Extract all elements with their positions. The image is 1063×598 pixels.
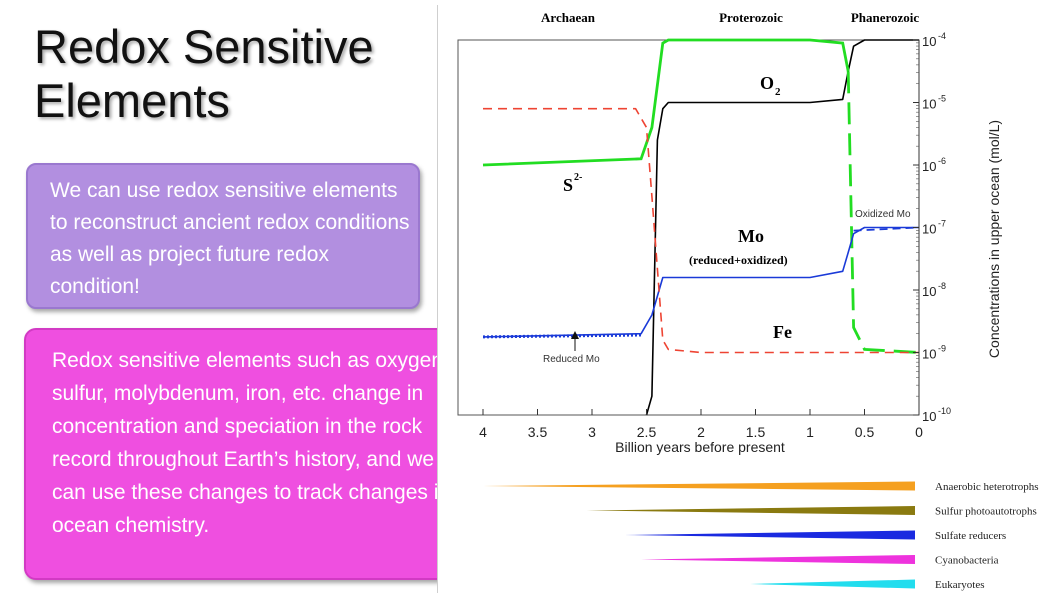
mo-curve (482, 226, 919, 338)
reduced-mo-arrow-head (571, 331, 579, 339)
organism-label: Sulfate reducers (935, 530, 1006, 542)
fe-curve (483, 107, 919, 354)
fe-label: Fe (773, 322, 792, 342)
y-tick-label: 10 (922, 284, 936, 299)
y-tick-label: 10 (922, 347, 936, 362)
x-tick-label: 0 (915, 424, 923, 440)
redox-chart-figure: Archaean Proterozoic Phanerozoic 4 3.5 3 2.… (437, 5, 1060, 593)
pink-text-box: Redox sensitive elements such as oxygen,… (24, 328, 470, 580)
y-axis-title: Concentrations in upper ocean (mol/L) (986, 120, 1002, 358)
organism-bar (624, 530, 915, 540)
y-tick-exponent: -8 (938, 281, 946, 291)
x-tick-label: 3 (588, 424, 596, 440)
purple-box-text: We can use redox sensitive elements to r… (50, 179, 410, 298)
x-axis-title: Billion years before present (615, 439, 785, 455)
s2-label-superscript: 2- (574, 172, 582, 183)
y-tick-exponent: -10 (938, 406, 951, 416)
reduced-mo-label: Reduced Mo (543, 354, 600, 365)
y-tick-exponent: -7 (938, 219, 946, 229)
organism-label: Anaerobic heterotrophs (935, 481, 1039, 493)
y-tick-exponent: -4 (938, 31, 946, 41)
y-axis: 10-410-510-610-710-810-910-10 (913, 31, 951, 424)
x-tick-label: 2.5 (637, 424, 657, 440)
title-line-2: Elements (34, 74, 230, 127)
redox-chart: Archaean Proterozoic Phanerozoic 4 3.5 3 2.… (457, 10, 1039, 591)
oxidized-mo-label: Oxidized Mo (855, 209, 911, 220)
x-axis: 4 3.5 3 2.5 2 1.5 1 0.5 0 (479, 409, 923, 440)
y-tick-exponent: -5 (938, 94, 946, 104)
oxidized-mo-curve (853, 226, 920, 232)
o2-label: O (760, 73, 774, 93)
slide-title: Redox Sensitive Elements (34, 20, 374, 128)
s2-curve (482, 38, 850, 167)
y-tick-exponent: -9 (938, 344, 946, 354)
y-tick-exponent: -6 (938, 156, 946, 166)
organism-label: Eukaryotes (935, 579, 984, 591)
y-tick-label: 10 (922, 409, 936, 424)
y-tick-label: 10 (922, 159, 936, 174)
o2-curve (645, 39, 919, 416)
y-tick-label: 10 (922, 97, 936, 112)
eon-label-phanerozoic: Phanerozoic (851, 10, 920, 25)
x-tick-label: 1 (806, 424, 814, 440)
s2-curve-dashed (846, 71, 920, 354)
plot-frame (457, 39, 920, 416)
x-tick-label: 2 (697, 424, 705, 440)
title-line-1: Redox Sensitive (34, 20, 374, 73)
x-tick-label: 3.5 (528, 424, 548, 440)
y-tick-label: 10 (922, 34, 936, 49)
x-tick-label: 4 (479, 424, 487, 440)
organism-label: Cyanobacteria (935, 555, 999, 567)
eon-label-proterozoic: Proterozoic (719, 10, 783, 25)
y-tick-label: 10 (922, 222, 936, 237)
x-tick-label: 1.5 (746, 424, 766, 440)
organism-bar (586, 506, 915, 515)
pink-box-text: Redox sensitive elements such as oxygen,… (52, 349, 451, 537)
s2-label: S (563, 175, 573, 195)
mo-label-subtitle: (reduced+oxidized) (689, 253, 788, 267)
organism-bars: Anaerobic heterotrophs Sulfur photoautotr… (483, 481, 1039, 591)
organism-bar (750, 579, 915, 589)
organism-bar (483, 481, 915, 491)
organism-label: Sulfur photoautotrophs (935, 506, 1037, 518)
x-tick-label: 0.5 (855, 424, 875, 440)
mo-label: Mo (738, 226, 764, 246)
purple-text-box: We can use redox sensitive elements to r… (26, 163, 420, 309)
eon-label-archaean: Archaean (541, 10, 596, 25)
o2-label-subscript: 2 (775, 86, 781, 98)
organism-bar (641, 555, 915, 564)
series-layer (482, 38, 920, 416)
